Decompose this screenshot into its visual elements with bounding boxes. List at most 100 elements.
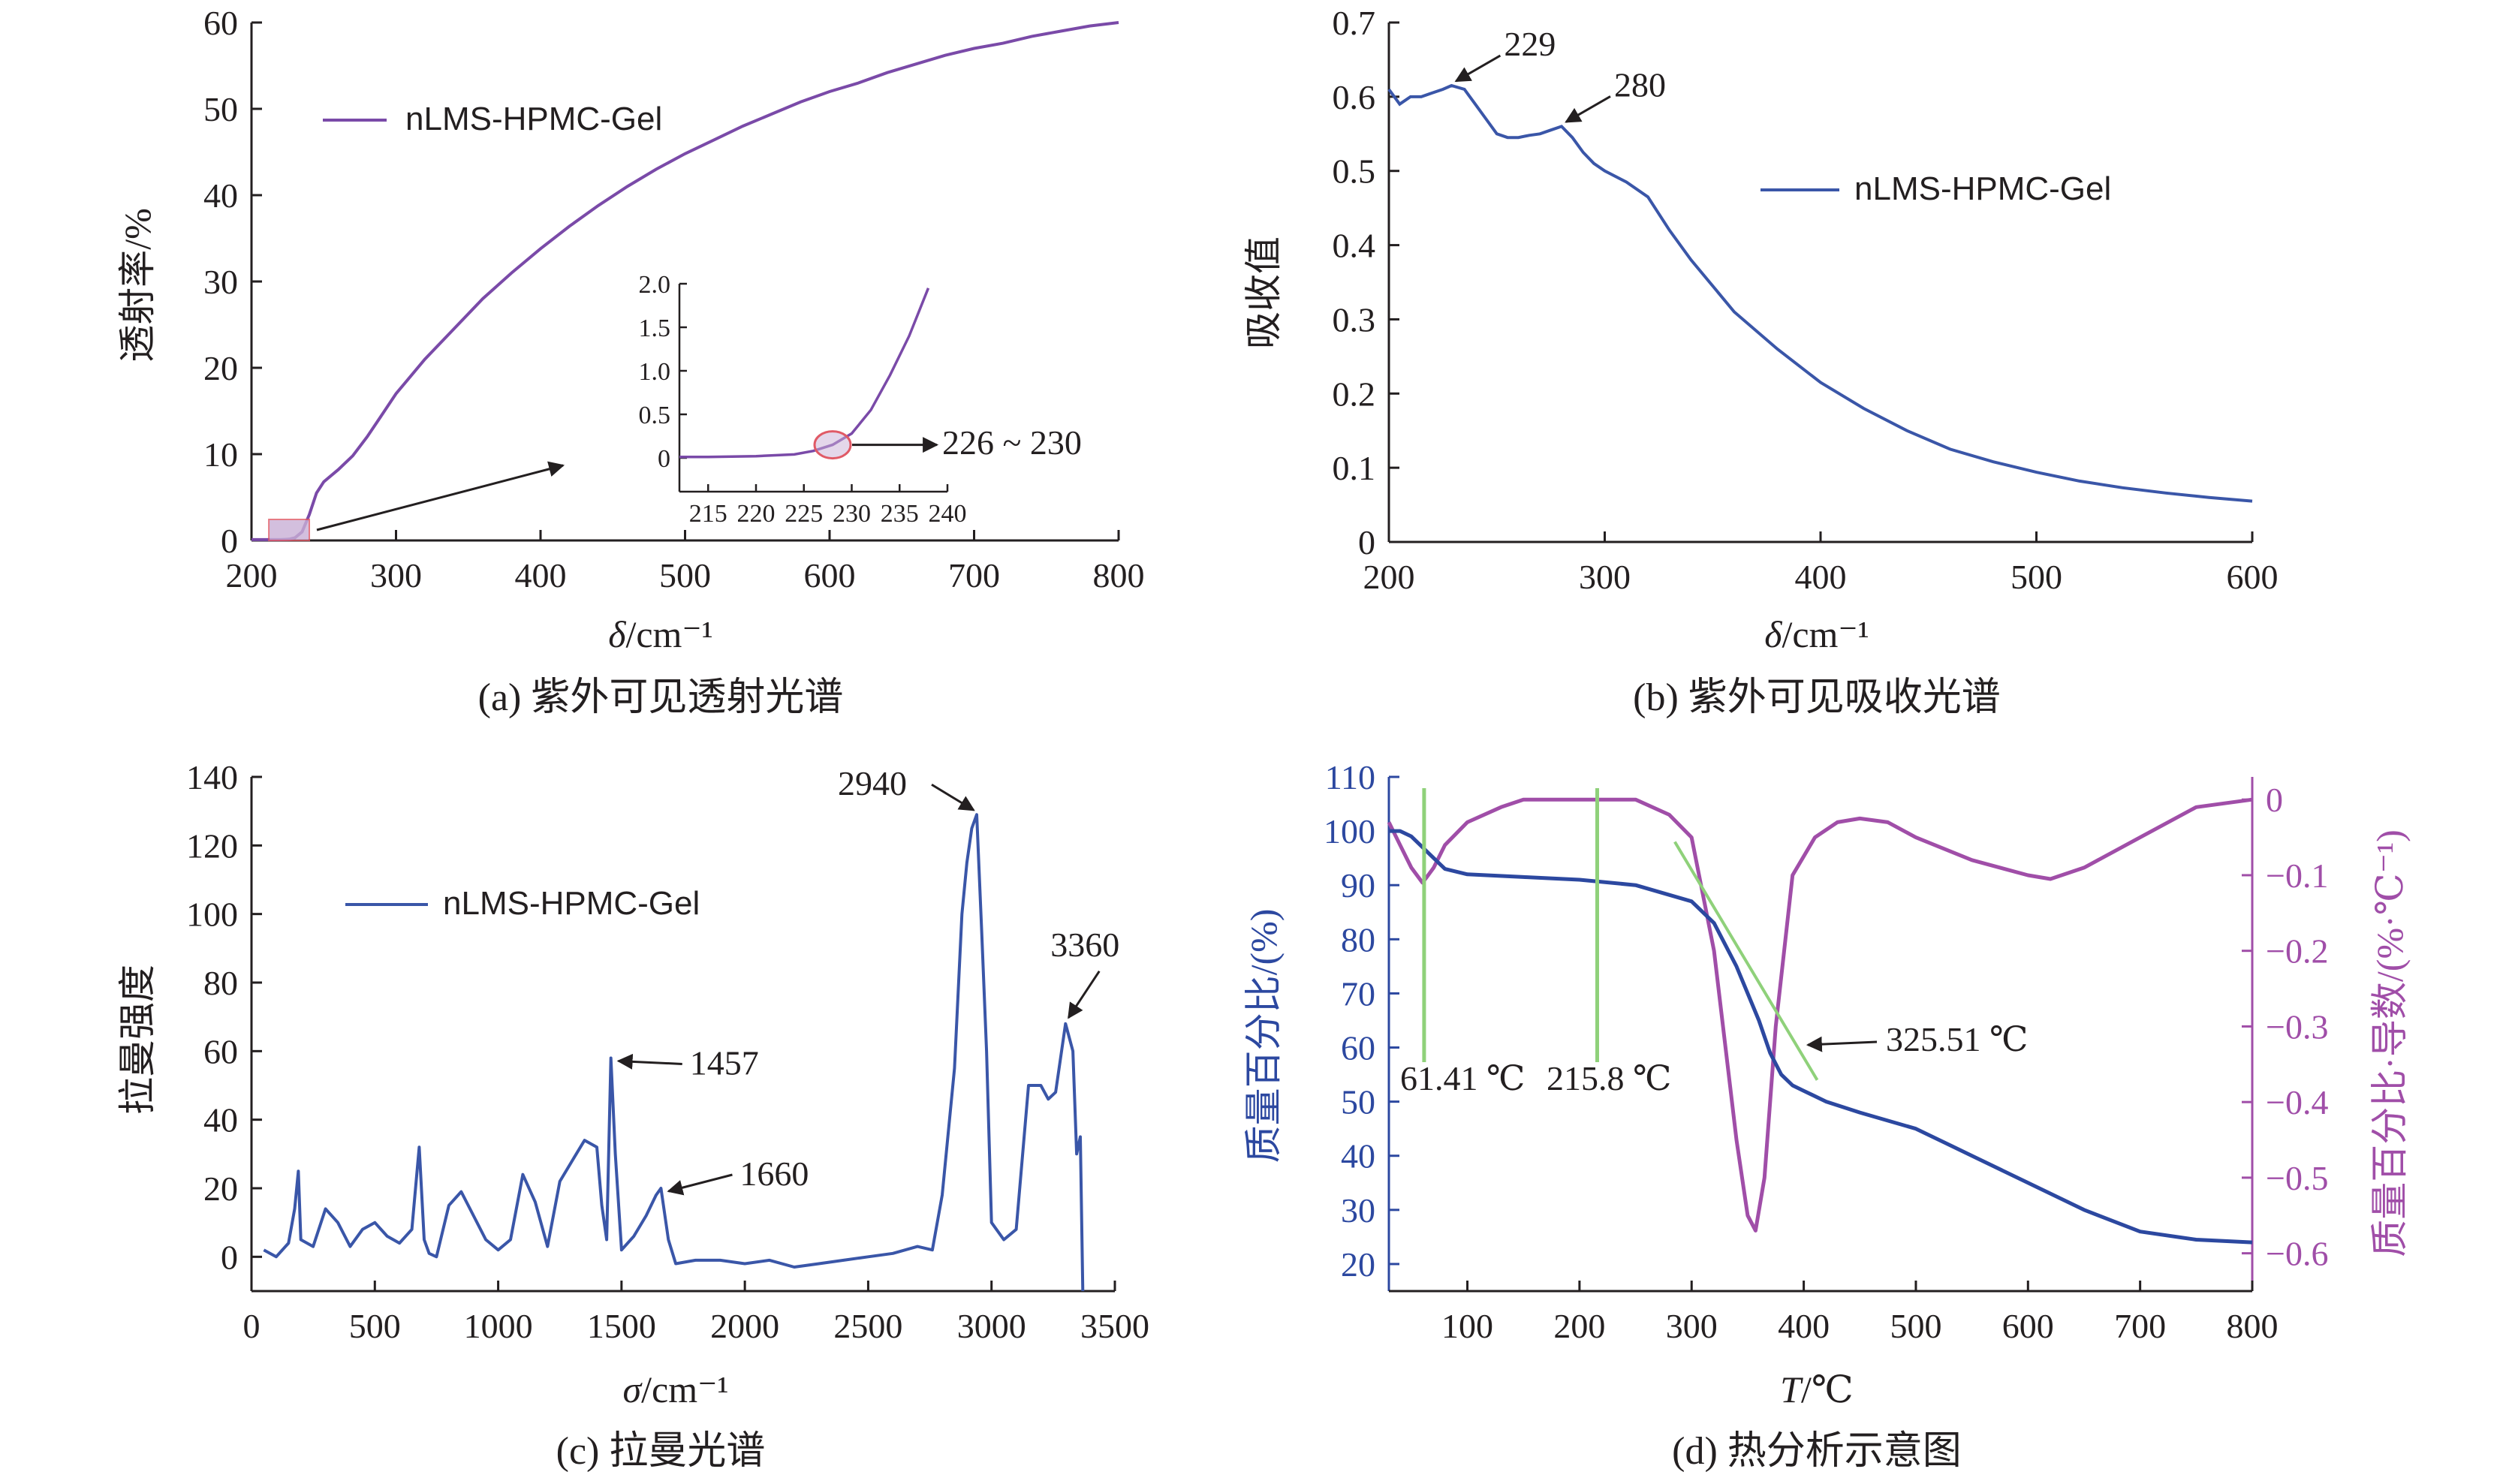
panel-d-ytick-label: −0.5: [2266, 1159, 2328, 1197]
panel-c-annotation-label: 2940: [838, 764, 907, 802]
panel-b-xlabel-symbol: δ: [1764, 613, 1782, 655]
panel-b-legend-label: nLMS-HPMC-Gel: [1854, 170, 2111, 207]
panel-a-zoom-box: [268, 519, 311, 541]
panel-b-annotation-arrow: [1565, 95, 1611, 123]
panel-d-ytick-label: 40: [1341, 1137, 1375, 1175]
panel-a-ytick-label: 30: [203, 263, 238, 301]
panel-a-inset-ytick-label: 2.0: [639, 271, 671, 299]
panel-b-xlabel: δ/cm⁻¹: [1764, 613, 1869, 655]
panel-c-xlabel-unit: /cm⁻¹: [641, 1368, 728, 1410]
panel-a-ytick-label: 60: [203, 4, 238, 42]
panel-a-ytick-label: 10: [203, 435, 238, 474]
panel-a-xtick-label: 700: [948, 556, 1000, 595]
panel-b-xtick-label: 300: [1579, 558, 1631, 596]
panel-c-xtick-label: 1500: [587, 1307, 656, 1345]
panel-c-xlabel: σ/cm⁻¹: [622, 1368, 728, 1410]
panel-a-inset-line: [679, 287, 930, 459]
panel-a-ylabel: 透射率/%: [116, 208, 158, 363]
panel-c-xlabel-symbol: σ: [622, 1368, 643, 1410]
panel-a-inset-xtick-label: 215: [689, 500, 727, 528]
panel-c-xtick-label: 2500: [833, 1307, 902, 1345]
panel-d-ytick-label: 0: [2266, 781, 2283, 819]
panel-b-caption: (b) 紫外可见吸收光谱: [1633, 676, 2001, 719]
panel-c-ytick-label: 100: [186, 896, 238, 934]
panel-d-ytick-label: 60: [1341, 1029, 1375, 1067]
panel-d-xtick-label: 400: [1778, 1307, 1830, 1345]
panel-a-inset-ytick-label: 0.5: [639, 402, 671, 429]
panel-c-ytick-label: 60: [203, 1032, 238, 1070]
panel-d-tangent-arrow: [1806, 1036, 1878, 1052]
panel-d-ylabel-right: 质量百分比·导数/(%·℃⁻¹): [2369, 829, 2411, 1257]
panel-d-ytick-label: 50: [1341, 1083, 1375, 1121]
panel-d-ytick-label: −0.1: [2266, 856, 2328, 895]
panel-b-series-line: [1387, 83, 2253, 503]
panel-b-xtick-label: 500: [2011, 558, 2062, 596]
panel-d-ytick-label: 90: [1341, 866, 1375, 905]
panel-b-annotation-label: 280: [1614, 65, 1666, 104]
panel-d-ytick-label: 30: [1341, 1191, 1375, 1230]
panel-d-tangent-label: 325.51 ℃: [1886, 1020, 2028, 1058]
panel-d-thermal-chart: 100 200 300 400 500 600 700 800 20 30 40 50 60 70 80 90…: [1324, 758, 2328, 1345]
panel-d-ytick-label: −0.4: [2266, 1083, 2328, 1121]
panel-d-ytick-label: 100: [1324, 812, 1375, 850]
panel-c-annotation-arrow: [1068, 970, 1101, 1019]
panel-a-inset-ytick-label: 0: [658, 445, 670, 473]
panel-d-xlabel: T/℃: [1780, 1368, 1854, 1410]
panel-a-ytick-label: 0: [221, 522, 238, 560]
panel-a-inset-ytick-label: 1.0: [639, 358, 671, 386]
panel-c-xtick-label: 0: [243, 1307, 261, 1345]
panel-c-series-line: [263, 813, 1085, 1292]
panel-b-xlabel-unit: /cm⁻¹: [1782, 613, 1869, 655]
panel-a-inset-xtick-label: 225: [785, 500, 823, 528]
panel-a-xtick-label: 200: [226, 556, 278, 595]
panel-c-xtick-label: 500: [349, 1307, 401, 1345]
panel-a-xlabel-unit: /cm⁻¹: [625, 613, 712, 655]
panel-a-inset-xtick-label: 235: [881, 500, 919, 528]
panel-b-annotation-arrow: [1454, 54, 1501, 83]
panel-d-xtick-label: 300: [1666, 1307, 1718, 1345]
panel-d-ytick-label: −0.3: [2266, 1007, 2328, 1046]
panel-b-ytick-label: 0.4: [1333, 227, 1376, 265]
panel-d-ytick-label: 20: [1341, 1245, 1375, 1284]
panel-b-ylabel: 吸收值: [1242, 236, 1285, 349]
panel-c-xtick-label: 3500: [1080, 1307, 1149, 1345]
panel-d-xlabel-unit: /℃: [1801, 1368, 1854, 1410]
panel-d-ytick-label: 70: [1341, 974, 1375, 1013]
panel-c-ytick-label: 20: [203, 1169, 238, 1208]
panel-d-marker-label-2: 215.8 ℃: [1547, 1059, 1671, 1097]
panel-a-xtick-label: 500: [659, 556, 711, 595]
panel-c-annotation-label: 1457: [690, 1043, 759, 1082]
panel-b-ytick-label: 0.2: [1333, 375, 1376, 413]
panel-c-annotation-label: 1660: [739, 1154, 809, 1193]
panel-a-xtick-label: 800: [1093, 556, 1145, 595]
panel-a-xlabel: δ/cm⁻¹: [608, 613, 713, 655]
panel-a-xlabel-symbol: δ: [608, 613, 626, 655]
panel-a-xtick-label: 600: [804, 556, 856, 595]
panel-a-inset-xtick-label: 230: [833, 500, 871, 528]
panel-d-ylabel-left: 质量百分比/(%): [1242, 909, 1285, 1163]
panel-c-ytick-label: 40: [203, 1101, 238, 1139]
panel-c-legend-label: nLMS-HPMC-Gel: [443, 885, 700, 922]
panel-b-xtick-label: 600: [2227, 558, 2279, 596]
panel-d-xtick-label: 800: [2227, 1307, 2279, 1345]
panel-c-annotation-label: 3360: [1050, 926, 1119, 964]
panel-b-xtick-label: 400: [1795, 558, 1847, 596]
panel-a-caption: (a) 紫外可见透射光谱: [478, 676, 844, 719]
panel-d-ytick-label: 110: [1325, 758, 1375, 796]
panel-b-ytick-label: 0.6: [1333, 78, 1376, 116]
panel-c-xtick-label: 1000: [464, 1307, 533, 1345]
panel-a-inset-xtick-label: 240: [929, 500, 967, 528]
panel-d-ytick-label: −0.2: [2266, 932, 2328, 971]
panel-d-xlabel-symbol: T: [1780, 1368, 1803, 1410]
panel-b-ytick-label: 0.3: [1333, 300, 1376, 339]
panel-a-ytick-label: 50: [203, 90, 238, 128]
panel-c-caption: (c) 拉曼光谱: [556, 1430, 766, 1473]
panel-a-inset-annotation: 226 ~ 230: [942, 423, 1082, 462]
panel-d-xtick-label: 200: [1553, 1307, 1605, 1345]
panel-c-ylabel: 拉曼强度: [116, 965, 158, 1115]
panel-d-caption: (d) 热分析示意图: [1672, 1430, 1962, 1473]
panel-a-inset-xtick-label: 220: [737, 500, 776, 528]
panel-c-annotation-arrow: [931, 783, 975, 811]
panel-a-ytick-label: 40: [203, 176, 238, 215]
